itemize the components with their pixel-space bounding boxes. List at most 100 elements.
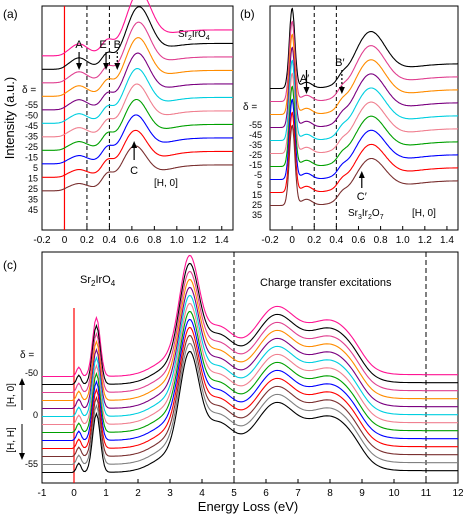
panel-b-spectrum [270, 7, 458, 90]
panel-c-spectrum [42, 254, 458, 378]
panel-a-x-tick-label: 0 [62, 235, 68, 246]
panel-b-spectrum [270, 111, 458, 194]
panel-a-arrowhead [76, 63, 83, 70]
panel-c-delta-tick-label: 0 [33, 410, 38, 420]
panel-c-x-tick-label: 9 [359, 488, 365, 499]
panel-a-label: (a) [3, 7, 18, 21]
panel-c-x-tick-label: 11 [421, 488, 432, 499]
panel-a-x-tick-label: 0.4 [102, 235, 116, 246]
panel-c-spectrum [42, 318, 458, 442]
panel-b-delta-tick-label: -5 [254, 170, 262, 180]
panel-a-annotation-label: A [75, 39, 83, 51]
panel-b-spectrum [270, 46, 458, 129]
panel-a-delta-tick-label: -25 [25, 142, 38, 152]
panel-b-delta-label: δ = [243, 102, 257, 113]
panel-a: (a) δ = [H, 0] Sr2IrO4 -0.2 0 0.2 0.4 0.6 0.8… [3, 0, 234, 246]
panel-a-delta-tick-label: 5 [33, 163, 38, 173]
panel-b-arrowhead [358, 171, 365, 178]
panel-b-x-tick-label: 1.4 [440, 235, 454, 246]
panel-b-spectrum [270, 98, 458, 181]
panel-a-spectrum [42, 83, 233, 138]
panel-b-spectrum [270, 72, 458, 155]
panel-a-arrowhead [131, 141, 138, 148]
panel-c-material: Sr2IrO4 [80, 274, 116, 288]
panel-c-direction-label: [H, H] [6, 427, 17, 453]
panel-c-x-tick-label: 10 [388, 488, 400, 499]
panel-b-x-tick-label: 1.2 [418, 235, 432, 246]
panel-c-direction-arrowhead [19, 453, 25, 460]
panel-c-x-tick-label: 2 [135, 488, 141, 499]
panel-c-spectrum [42, 310, 458, 434]
panel-b-delta-tick-label: 35 [252, 210, 262, 220]
panel-c-direction-arrowhead [19, 378, 25, 385]
panel-c-spectrum [42, 350, 458, 474]
panel-b-spectrum [270, 33, 458, 116]
panel-c-x-tick-label: -1 [38, 488, 47, 499]
panel-b-delta-tick-label: -15 [249, 160, 262, 170]
panel-a-delta-tick-label: 25 [28, 184, 38, 194]
panel-b-material: Sr3Ir2O7 [348, 208, 384, 221]
panel-c-x-tick-label: 6 [263, 488, 269, 499]
panel-b-x-tick-label: 0.6 [352, 235, 366, 246]
panel-c-label: (c) [3, 258, 17, 272]
panel-b-spectrum [270, 85, 458, 168]
panel-c-direction-label: [H, 0] [6, 383, 17, 407]
panel-c-x-tick-label: 1 [103, 488, 109, 499]
panel-a-spectrum [42, 0, 233, 57]
panel-b-annotation-label: A′ [300, 73, 309, 85]
panel-a-spectrum [42, 21, 233, 84]
panel-c-spectrum [42, 294, 458, 418]
panel-a-spectrum [42, 37, 233, 97]
panel-a-annotation-label: E [99, 39, 106, 51]
panel-b-delta-tick-label: -25 [249, 150, 262, 160]
panel-c-x-tick-label: 0 [71, 488, 77, 499]
panel-b-x-tick-label: -0.2 [261, 235, 279, 246]
panel-a-x-tick-label: 1.0 [170, 235, 184, 246]
panel-a-spectrum [42, 145, 233, 192]
panel-c-x-tick-label: 12 [452, 488, 463, 499]
panel-c-frame [41, 251, 459, 484]
panel-b-x-tick-label: 0.8 [374, 235, 388, 246]
panel-a-qdir: [H, 0] [154, 178, 178, 189]
y-axis-label: Intensity (a.u.) [2, 77, 17, 159]
panel-c-delta-label: δ = [20, 350, 34, 361]
panel-c-spectrum [42, 334, 458, 458]
panel-a-x-tick-label: 0.2 [80, 235, 94, 246]
panel-b-arrowhead [338, 87, 345, 94]
panel-a-delta-tick-label: 15 [28, 174, 38, 184]
panel-b-spectrum [270, 124, 458, 207]
panel-b-arrowhead [303, 87, 310, 94]
panel-b-label: (b) [240, 7, 255, 21]
panel-c-spectrum [42, 278, 458, 402]
panel-a-delta-tick-label: 35 [28, 195, 38, 205]
panel-a-spectrum [42, 68, 233, 124]
panel-a-delta-label: δ = [22, 85, 36, 96]
panel-b: (b) δ = Sr3Ir2O7 [H, 0] -0.2 0 0.2 0.4 0.6 0.… [240, 5, 459, 246]
panel-c-annotation: Charge transfer excitations [260, 277, 392, 289]
panel-a-arrowhead [114, 63, 121, 70]
panel-a-delta-tick-label: -50 [25, 111, 38, 121]
x-axis-label: Energy Loss (eV) [198, 499, 298, 514]
panel-a-x-tick-label: 0.8 [147, 235, 161, 246]
panel-c-delta-tick-label: -50 [25, 368, 38, 378]
panel-c-spectrum [42, 302, 458, 426]
panel-a-annotation-label: C [130, 165, 138, 177]
panel-c-x-tick-label: 4 [199, 488, 205, 499]
panel-b-delta-tick-label: 5 [257, 180, 262, 190]
panel-c-x-tick-label: 3 [167, 488, 173, 499]
panel-b-delta-tick-label: -45 [249, 130, 262, 140]
panel-a-spectrum [42, 129, 233, 178]
panel-a-x-tick-label: 1.2 [192, 235, 206, 246]
panel-a-spectrum [42, 98, 233, 151]
panel-c: (c) Sr2IrO4 Charge transfer excitations … [3, 251, 463, 499]
panel-a-delta-tick-label: -45 [25, 121, 38, 131]
panel-b-x-tick-label: 0.2 [307, 235, 321, 246]
panel-a-x-tick-label: -0.2 [33, 235, 51, 246]
panel-b-delta-tick-label: 15 [252, 190, 262, 200]
panel-a-delta-tick-label: -55 [25, 100, 38, 110]
panel-b-spectrum [270, 59, 458, 142]
panel-c-spectrum [42, 262, 458, 386]
panel-c-delta-tick-label: -55 [25, 459, 38, 469]
panel-a-frame [41, 5, 234, 231]
